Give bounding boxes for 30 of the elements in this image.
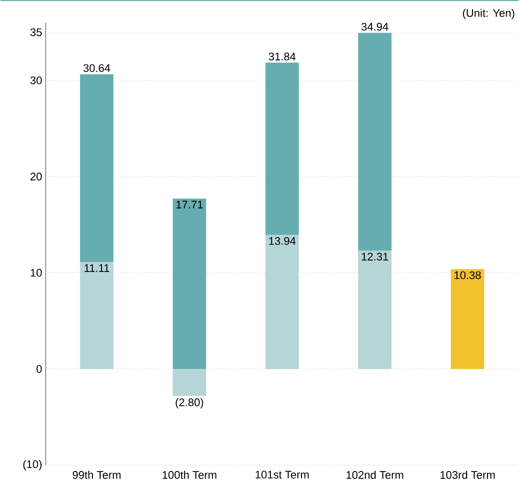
total-label: 30.64 bbox=[83, 64, 110, 72]
data-label: 17.71 bbox=[176, 200, 203, 208]
bar bbox=[172, 198, 206, 369]
total-label: 31.84 bbox=[268, 52, 296, 60]
data-label: 13.94 bbox=[269, 236, 296, 245]
bar bbox=[358, 250, 392, 369]
x-tick-label: 99th Term bbox=[72, 470, 121, 479]
x-tick-label: 102nd Term bbox=[346, 470, 404, 479]
bar bbox=[80, 74, 114, 262]
x-tick-label: 101st Term bbox=[256, 470, 309, 478]
y-tick-label: (10) bbox=[23, 460, 42, 470]
bar bbox=[358, 32, 392, 250]
text: (Unit: Yen) bbox=[462, 8, 514, 19]
data-label: 10.38 bbox=[454, 271, 481, 280]
bar bbox=[450, 269, 484, 369]
x-tick-label: 100th Term bbox=[162, 470, 216, 479]
data-label: 11.11 bbox=[84, 264, 110, 272]
data-label: 12.31 bbox=[362, 252, 388, 260]
total-label: 34.94 bbox=[361, 22, 388, 31]
y-tick-label: 30 bbox=[30, 76, 42, 84]
bar bbox=[80, 262, 114, 369]
y-tick-label: 20 bbox=[30, 172, 42, 180]
y-tick-label: 10 bbox=[30, 268, 42, 277]
y-tick-label: 35 bbox=[30, 28, 42, 36]
y-tick-label: 0 bbox=[36, 365, 42, 373]
x-tick-label: 103rd Term bbox=[440, 470, 495, 479]
data-label: (2.80) bbox=[176, 398, 204, 408]
bar bbox=[265, 62, 299, 235]
bar bbox=[172, 368, 206, 396]
bar bbox=[265, 234, 299, 369]
